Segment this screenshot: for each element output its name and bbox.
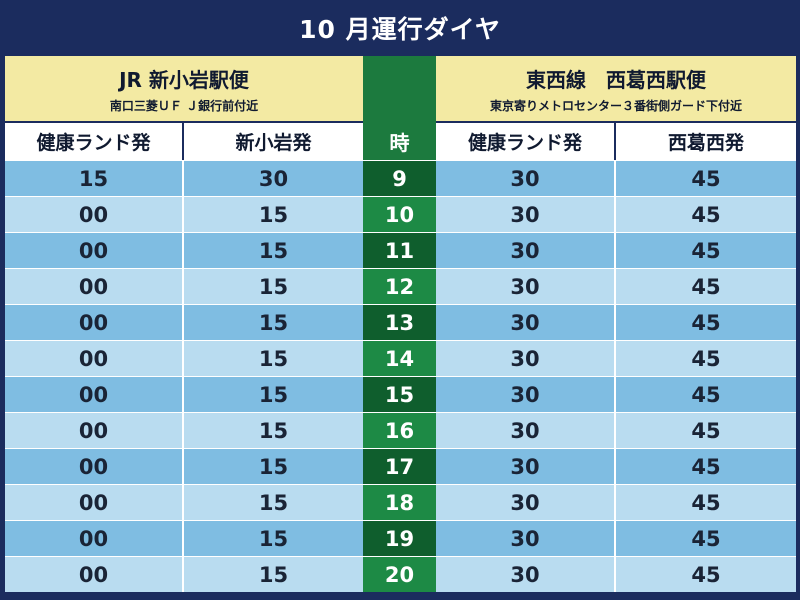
left-return-minute: 15 xyxy=(184,484,363,520)
left-depart-minute: 00 xyxy=(5,232,184,268)
left-route-stop: 南口三菱ＵＦ Ｊ銀行前付近 xyxy=(109,98,259,113)
left-return-minute: 15 xyxy=(184,376,363,412)
left-return-minute: 15 xyxy=(184,520,363,556)
hour-cell: 13 xyxy=(363,304,436,340)
right-depart-minute: 30 xyxy=(436,448,616,484)
right-depart-minute: 30 xyxy=(436,520,616,556)
hour-column-top xyxy=(363,56,436,123)
col-header-right-depart: 健康ランド発 xyxy=(436,123,616,160)
left-return-minute: 15 xyxy=(184,268,363,304)
hour-cell: 18 xyxy=(363,484,436,520)
hour-cell: 10 xyxy=(363,196,436,232)
right-depart-minute: 30 xyxy=(436,340,616,376)
left-depart-minute: 00 xyxy=(5,340,184,376)
hour-cell: 11 xyxy=(363,232,436,268)
right-return-minute: 45 xyxy=(616,412,796,448)
left-depart-minute: 00 xyxy=(5,484,184,520)
right-depart-minute: 30 xyxy=(436,232,616,268)
hour-cell: 17 xyxy=(363,448,436,484)
right-depart-minute: 30 xyxy=(436,268,616,304)
right-depart-minute: 30 xyxy=(436,304,616,340)
right-return-minute: 45 xyxy=(616,448,796,484)
left-route-header: JR 新小岩駅便 南口三菱ＵＦ Ｊ銀行前付近 xyxy=(5,56,363,123)
right-depart-minute: 30 xyxy=(436,484,616,520)
left-return-minute: 15 xyxy=(184,412,363,448)
page-title: 10 月運行ダイヤ xyxy=(299,15,501,44)
left-depart-minute: 00 xyxy=(5,448,184,484)
left-return-minute: 30 xyxy=(184,160,363,196)
right-route-name: 東西線 西葛西駅便 xyxy=(526,67,706,92)
right-route-stop: 東京寄りメトロセンター３番街側ガード下付近 xyxy=(489,98,742,113)
right-return-minute: 45 xyxy=(616,196,796,232)
right-depart-minute: 30 xyxy=(436,412,616,448)
right-depart-minute: 30 xyxy=(436,376,616,412)
col-header-hour: 時 xyxy=(363,123,436,160)
left-depart-minute: 00 xyxy=(5,304,184,340)
left-return-minute: 15 xyxy=(184,448,363,484)
left-return-minute: 15 xyxy=(184,340,363,376)
hour-cell: 9 xyxy=(363,160,436,196)
left-depart-minute: 00 xyxy=(5,556,184,592)
hour-cell: 19 xyxy=(363,520,436,556)
right-return-minute: 45 xyxy=(616,376,796,412)
left-return-minute: 15 xyxy=(184,196,363,232)
col-header-right-return: 西葛西発 xyxy=(616,123,796,160)
left-depart-minute: 15 xyxy=(5,160,184,196)
left-depart-minute: 00 xyxy=(5,520,184,556)
right-return-minute: 45 xyxy=(616,232,796,268)
right-depart-minute: 30 xyxy=(436,160,616,196)
right-return-minute: 45 xyxy=(616,520,796,556)
left-depart-minute: 00 xyxy=(5,412,184,448)
left-route-name: JR 新小岩駅便 xyxy=(119,67,249,92)
hour-cell: 12 xyxy=(363,268,436,304)
timetable-grid: JR 新小岩駅便 南口三菱ＵＦ Ｊ銀行前付近 東西線 西葛西駅便 東京寄りメトロ… xyxy=(5,56,796,592)
hour-cell: 16 xyxy=(363,412,436,448)
hour-cell: 14 xyxy=(363,340,436,376)
left-return-minute: 15 xyxy=(184,304,363,340)
right-return-minute: 45 xyxy=(616,268,796,304)
left-depart-minute: 00 xyxy=(5,268,184,304)
hour-cell: 15 xyxy=(363,376,436,412)
left-return-minute: 15 xyxy=(184,232,363,268)
right-return-minute: 45 xyxy=(616,484,796,520)
right-depart-minute: 30 xyxy=(436,196,616,232)
col-header-left-return: 新小岩発 xyxy=(184,123,363,160)
right-return-minute: 45 xyxy=(616,340,796,376)
left-depart-minute: 00 xyxy=(5,196,184,232)
right-return-minute: 45 xyxy=(616,556,796,592)
left-return-minute: 15 xyxy=(184,556,363,592)
left-depart-minute: 00 xyxy=(5,376,184,412)
right-route-header: 東西線 西葛西駅便 東京寄りメトロセンター３番街側ガード下付近 xyxy=(436,56,796,123)
right-depart-minute: 30 xyxy=(436,556,616,592)
hour-cell: 20 xyxy=(363,556,436,592)
right-return-minute: 45 xyxy=(616,304,796,340)
right-return-minute: 45 xyxy=(616,160,796,196)
col-header-left-depart: 健康ランド発 xyxy=(5,123,184,160)
